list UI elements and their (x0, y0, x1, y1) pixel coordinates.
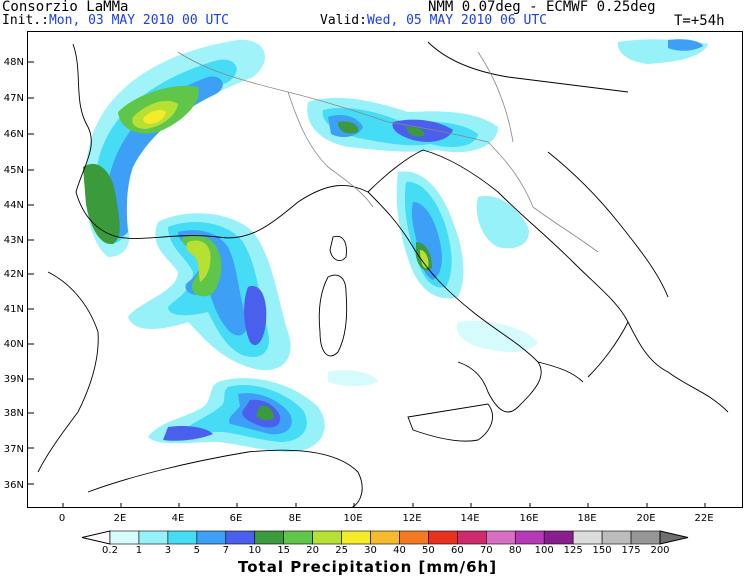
lat-label: 43N (4, 235, 24, 246)
legend-swatch (167, 530, 198, 545)
legend-swatch (341, 530, 371, 545)
legend-swatch (428, 530, 458, 545)
legend-swatch (543, 530, 574, 545)
legend-swatch (399, 530, 429, 545)
lon-label: 2E (114, 513, 127, 524)
legend-level-label: 15 (277, 545, 290, 556)
legend-level-label: 200 (650, 545, 669, 556)
legend-swatch (486, 530, 516, 545)
legend-swatch (196, 530, 227, 545)
lat-label: 48N (4, 57, 24, 68)
legend-level-label: 30 (364, 545, 377, 556)
legend-level-label: 25 (335, 545, 348, 556)
precipitation-map (27, 31, 743, 508)
init-value: Mon, 03 MAY 2010 00 UTC (48, 13, 229, 28)
legend-level-label: 0.2 (102, 545, 118, 556)
lon-label: 4E (172, 513, 185, 524)
legend-swatch (514, 530, 545, 545)
valid-value: Wed, 05 MAY 2010 06 UTC (366, 13, 547, 28)
lon-label: 10E (343, 513, 362, 524)
lon-label: 16E (519, 513, 538, 524)
lon-label: 6E (230, 513, 243, 524)
legend-swatch (601, 530, 632, 545)
legend-level-label: 7 (223, 545, 229, 556)
legend-swatch (572, 530, 603, 545)
lat-label: 40N (4, 339, 24, 350)
lat-label: 44N (4, 200, 24, 211)
legend-level-label: 100 (535, 545, 554, 556)
init-time: Init.:Mon, 03 MAY 2010 00 UTC (2, 14, 229, 28)
coastlines (37, 41, 729, 507)
lon-label: 18E (577, 513, 596, 524)
lead-time: T=+54h (674, 13, 725, 29)
color-legend (81, 530, 689, 545)
legend-swatch (312, 530, 342, 545)
lon-label: 0 (59, 513, 65, 524)
legend-level-label: 50 (422, 545, 435, 556)
lat-label: 39N (4, 374, 24, 385)
legend-swatch (138, 530, 169, 545)
header-model: NMM 0.07deg - ECMWF 0.25deg (428, 0, 656, 15)
lat-label: 41N (4, 304, 24, 315)
lat-label: 36N (4, 480, 24, 491)
legend-level-label: 40 (393, 545, 406, 556)
legend-level-label: 125 (564, 545, 583, 556)
legend-level-label: 10 (248, 545, 261, 556)
legend-swatch (225, 530, 256, 545)
lon-label: 8E (289, 513, 302, 524)
lon-ticks (62, 503, 706, 507)
legend-swatch (630, 530, 661, 545)
legend-level-label: 5 (194, 545, 200, 556)
lon-label: 14E (460, 513, 479, 524)
legend-swatch (370, 530, 400, 545)
lat-label: 42N (4, 269, 24, 280)
legend-arrow-low (81, 530, 111, 545)
legend-title: Total Precipitation [mm/6h] (238, 558, 498, 576)
legend-level-label: 175 (622, 545, 641, 556)
legend-swatch (457, 530, 487, 545)
legend-swatch (283, 530, 313, 545)
lat-label: 46N (4, 129, 24, 140)
legend-labels: 0.2 1 3 5 7 10 15 20 25 30 40 50 60 70 80 100 125 150 175 2… (102, 545, 670, 556)
map-canvas (28, 39, 729, 507)
valid-label: Valid: (320, 13, 367, 28)
precip-field (83, 39, 708, 452)
lat-ticks (28, 61, 34, 485)
legend-level-label: 3 (165, 545, 171, 556)
legend-level-label: 150 (593, 545, 612, 556)
lat-label: 45N (4, 165, 24, 176)
legend-swatch (109, 530, 140, 545)
legend-swatch (254, 530, 284, 545)
legend-level-label: 60 (451, 545, 464, 556)
lat-label: 38N (4, 408, 24, 419)
legend-arrow-high (659, 530, 689, 545)
lon-label: 12E (402, 513, 421, 524)
init-label: Init.: (2, 13, 49, 28)
national-borders (177, 51, 599, 253)
legend-level-label: 20 (306, 545, 319, 556)
legend-level-label: 1 (136, 545, 142, 556)
valid-time: Valid:Wed, 05 MAY 2010 06 UTC (320, 14, 547, 28)
lat-label: 47N (4, 93, 24, 104)
lon-label: 20E (636, 513, 655, 524)
header-org: Consorzio LaMMa (2, 0, 129, 15)
legend-level-label: 80 (509, 545, 522, 556)
lon-label: 22E (694, 513, 713, 524)
legend-level-label: 70 (480, 545, 493, 556)
lat-label: 37N (4, 444, 24, 455)
